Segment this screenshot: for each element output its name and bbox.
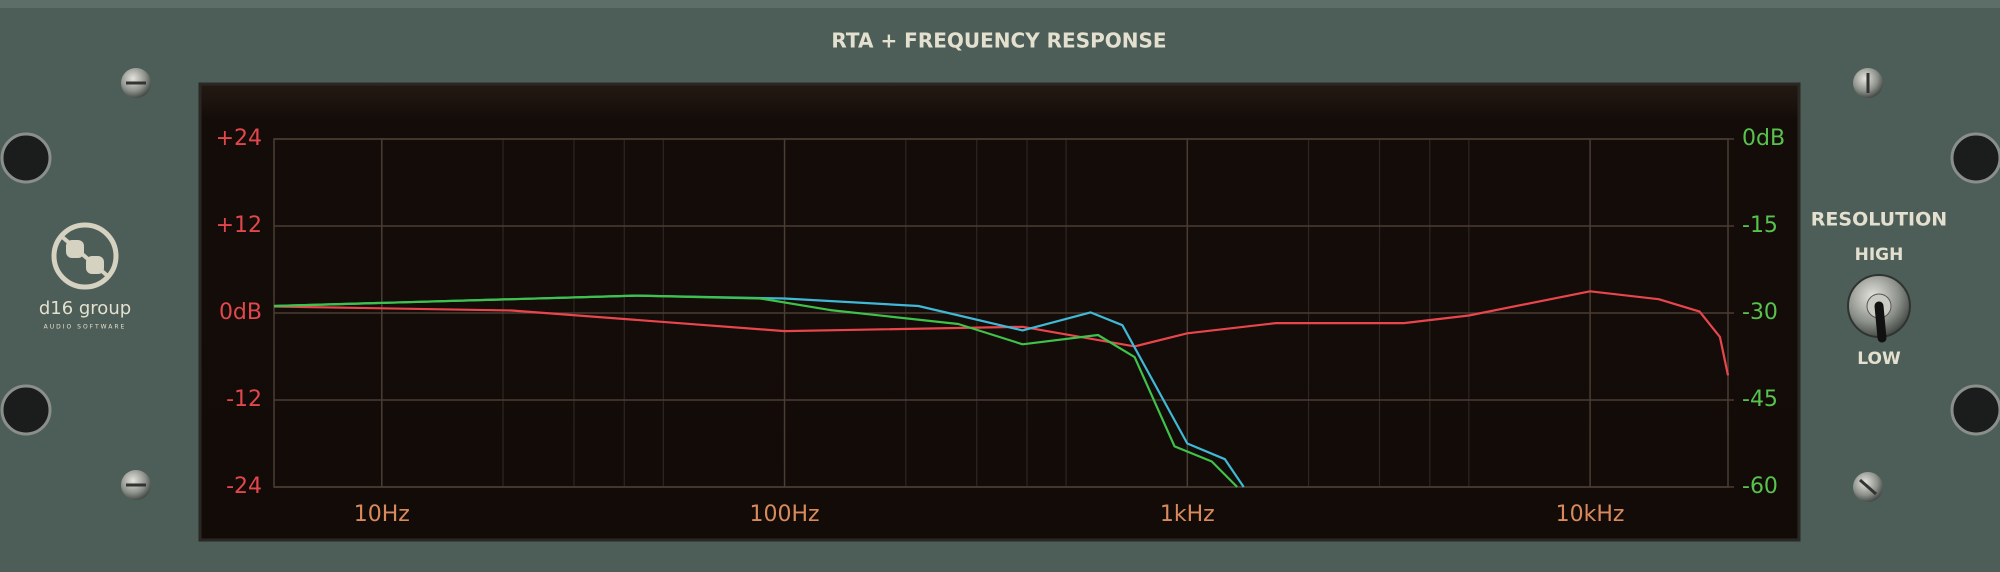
y-tick-label: +24 [216, 126, 262, 151]
x-tick-label: 10Hz [354, 502, 410, 527]
y-tick-label: +12 [216, 213, 262, 238]
y-tick-label: 0dB [219, 300, 262, 325]
y2-tick-label: -30 [1742, 300, 1778, 325]
y-tick-label: -24 [226, 474, 262, 499]
x-tick-label: 10kHz [1556, 502, 1625, 527]
series-line [273, 290, 1730, 376]
resolution-low[interactable]: LOW [1857, 349, 1901, 369]
screen [198, 82, 1801, 542]
screws [0, 68, 2000, 502]
x-tick-label: 1kHz [1160, 502, 1215, 527]
toggle-lever [1874, 301, 1887, 343]
brand-name: d16 group [39, 298, 131, 319]
y2-tick-label: -15 [1742, 213, 1778, 238]
y2-tick-label: 0dB [1742, 126, 1785, 151]
panel-edge [0, 0, 2000, 8]
plot: 10Hz 100Hz 1kHz 10kHz -24 -12 0dB +12 +24 -60 -45 -… [216, 126, 1786, 527]
y2-tick-label: -60 [1742, 474, 1778, 499]
y2-tick-label: -45 [1742, 387, 1778, 412]
brand-logo [51, 222, 119, 290]
brand-subtitle: AUDIO SOFTWARE [44, 324, 127, 331]
x-tick-label: 100Hz [750, 502, 820, 527]
resolution-label: RESOLUTION [1811, 209, 1947, 231]
resolution-high[interactable]: HIGH [1855, 245, 1904, 265]
y-tick-label: -12 [226, 387, 262, 412]
series-line [273, 294, 1238, 488]
panel-title: RTA + FREQUENCY RESPONSE [831, 29, 1166, 53]
